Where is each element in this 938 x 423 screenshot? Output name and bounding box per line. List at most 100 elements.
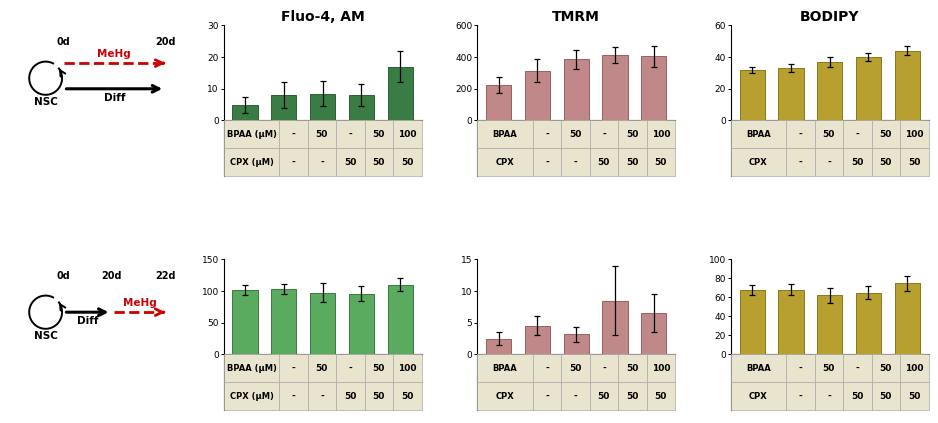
Text: 50: 50 — [401, 158, 414, 167]
Bar — [365, 121, 393, 148]
Text: -: - — [827, 392, 831, 401]
Bar — [786, 354, 815, 382]
Bar — [224, 382, 280, 410]
Text: MeHg: MeHg — [123, 298, 157, 308]
Bar — [642, 56, 666, 121]
Bar — [561, 121, 590, 148]
Bar — [524, 71, 550, 121]
Text: -: - — [545, 364, 549, 373]
Text: -: - — [573, 392, 577, 401]
Bar — [731, 148, 786, 176]
Text: -: - — [855, 364, 859, 373]
Bar — [533, 148, 561, 176]
Text: 50: 50 — [598, 158, 610, 167]
Title: TMRM: TMRM — [552, 10, 600, 24]
Bar — [486, 85, 511, 121]
Text: -: - — [602, 130, 606, 139]
Bar — [365, 354, 393, 382]
Bar — [731, 121, 786, 148]
Text: 50: 50 — [823, 364, 835, 373]
Bar — [486, 338, 511, 354]
Bar — [308, 148, 336, 176]
Bar — [900, 148, 929, 176]
Bar — [731, 382, 786, 410]
Bar — [618, 121, 646, 148]
Text: 0d: 0d — [56, 271, 70, 281]
Bar — [843, 148, 871, 176]
Bar — [336, 354, 365, 382]
Text: 20d: 20d — [155, 37, 175, 47]
Bar — [739, 290, 764, 354]
Text: 50: 50 — [823, 130, 835, 139]
Text: 50: 50 — [627, 364, 639, 373]
Bar — [477, 121, 533, 148]
Bar — [349, 95, 374, 121]
Text: -: - — [545, 130, 549, 139]
Bar — [349, 294, 374, 354]
Text: 100: 100 — [398, 130, 416, 139]
Bar — [618, 382, 646, 410]
Text: 50: 50 — [851, 392, 864, 401]
Text: -: - — [545, 158, 549, 167]
Text: 50: 50 — [880, 364, 892, 373]
Bar — [524, 326, 550, 354]
Text: -: - — [349, 364, 353, 373]
Bar — [308, 354, 336, 382]
Bar — [731, 354, 786, 382]
Text: 50: 50 — [880, 392, 892, 401]
Text: CPX: CPX — [495, 392, 514, 401]
Bar — [224, 121, 280, 148]
Text: 100: 100 — [905, 130, 924, 139]
Bar — [393, 121, 421, 148]
Bar — [646, 148, 675, 176]
Title: BODIPY: BODIPY — [800, 10, 859, 24]
Bar — [477, 148, 533, 176]
Text: 50: 50 — [316, 364, 328, 373]
Bar — [336, 382, 365, 410]
Text: 50: 50 — [372, 392, 385, 401]
Text: Diff: Diff — [77, 316, 98, 326]
Bar — [786, 121, 815, 148]
Text: 100: 100 — [652, 130, 670, 139]
Text: 50: 50 — [569, 364, 582, 373]
Text: -: - — [602, 364, 606, 373]
Bar — [393, 382, 421, 410]
Bar — [393, 354, 421, 382]
Bar — [817, 296, 842, 354]
Text: -: - — [798, 158, 802, 167]
Text: -: - — [545, 392, 549, 401]
Text: BPAA (μM): BPAA (μM) — [226, 130, 277, 139]
Text: 50: 50 — [372, 364, 385, 373]
Bar — [642, 313, 666, 354]
Bar — [280, 354, 308, 382]
Text: 50: 50 — [880, 130, 892, 139]
Bar — [233, 290, 258, 354]
Bar — [280, 382, 308, 410]
Bar — [815, 354, 843, 382]
Bar — [855, 293, 881, 354]
Bar — [843, 354, 871, 382]
Bar — [561, 382, 590, 410]
Bar — [233, 104, 258, 121]
Bar — [786, 382, 815, 410]
Bar — [779, 68, 804, 121]
Text: -: - — [292, 130, 295, 139]
Bar — [590, 354, 618, 382]
Text: NSC: NSC — [34, 97, 57, 107]
Text: -: - — [320, 158, 324, 167]
Bar — [646, 354, 675, 382]
Text: CPX (μM): CPX (μM) — [230, 158, 273, 167]
Bar — [895, 283, 920, 354]
Bar — [900, 354, 929, 382]
Text: 50: 50 — [598, 392, 610, 401]
Text: BPAA: BPAA — [492, 364, 518, 373]
Bar — [843, 121, 871, 148]
Text: 50: 50 — [627, 392, 639, 401]
Bar — [561, 354, 590, 382]
Text: BPAA: BPAA — [492, 130, 518, 139]
Text: 50: 50 — [655, 392, 667, 401]
Bar — [590, 382, 618, 410]
Text: 50: 50 — [344, 392, 356, 401]
Bar — [365, 382, 393, 410]
Text: -: - — [798, 130, 802, 139]
